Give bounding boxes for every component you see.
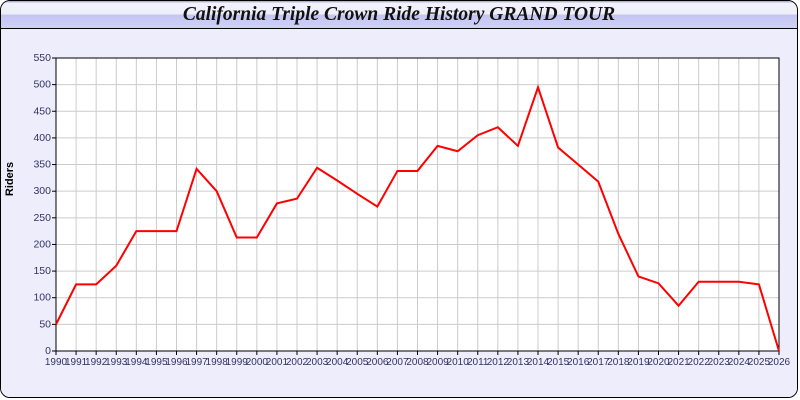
svg-text:200: 200: [33, 238, 51, 250]
svg-text:2011: 2011: [467, 357, 489, 368]
svg-text:450: 450: [33, 105, 51, 117]
svg-text:300: 300: [33, 185, 51, 197]
svg-text:400: 400: [33, 132, 51, 144]
svg-text:150: 150: [33, 265, 51, 277]
svg-text:2010: 2010: [447, 357, 470, 368]
svg-text:500: 500: [33, 79, 51, 91]
svg-text:Riders: Riders: [4, 162, 16, 196]
svg-text:100: 100: [33, 292, 51, 304]
svg-text:0: 0: [45, 345, 51, 357]
svg-text:2026: 2026: [768, 357, 791, 368]
svg-text:250: 250: [33, 212, 51, 224]
svg-text:50: 50: [39, 318, 51, 330]
svg-text:550: 550: [33, 52, 51, 64]
svg-text:350: 350: [33, 159, 51, 171]
